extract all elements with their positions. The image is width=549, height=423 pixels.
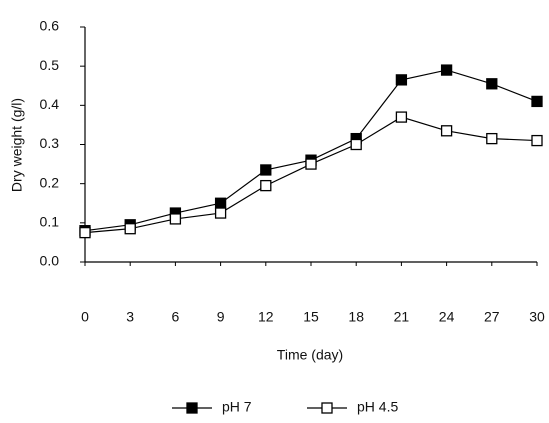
y-tick-label: 0.4 — [40, 96, 60, 112]
marker — [305, 158, 317, 170]
x-tick-label: 6 — [172, 309, 180, 325]
y-tick-label: 0.2 — [40, 174, 60, 190]
marker — [260, 179, 272, 192]
marker — [79, 226, 91, 239]
marker — [531, 134, 543, 147]
marker — [321, 402, 333, 414]
x-tick-label: 9 — [217, 309, 225, 325]
x-tick-label: 24 — [439, 309, 455, 325]
marker — [124, 223, 136, 235]
marker — [260, 164, 272, 176]
x-tick-label: 27 — [484, 309, 500, 325]
x-tick-label: 15 — [303, 309, 319, 325]
y-tick-label: 0.5 — [40, 57, 60, 73]
marker — [531, 95, 543, 108]
marker — [395, 74, 408, 86]
x-axis-title: Time (day) — [277, 347, 343, 363]
marker — [169, 213, 182, 225]
y-tick-label: 0.3 — [40, 135, 60, 151]
x-tick-label: 0 — [81, 309, 89, 325]
x-tick-label: 18 — [348, 309, 364, 325]
y-tick-label: 0.6 — [40, 18, 60, 34]
marker — [486, 132, 498, 145]
marker — [395, 111, 408, 123]
x-tick-label: 21 — [394, 309, 410, 325]
marker — [186, 402, 198, 414]
marker — [350, 138, 362, 151]
marker — [440, 125, 453, 137]
marker — [486, 78, 498, 90]
y-tick-label: 0.1 — [40, 214, 60, 230]
legend-label: pH 7 — [222, 399, 252, 415]
x-tick-label: 3 — [126, 309, 134, 325]
y-axis-title: Dry weight (g/l) — [9, 98, 25, 192]
marker — [214, 207, 227, 219]
y-tick-label: 0.0 — [40, 253, 60, 269]
marker — [440, 64, 453, 76]
marker — [214, 197, 227, 209]
series-line — [84, 69, 538, 232]
series-line — [84, 116, 538, 234]
x-tick-label: 30 — [529, 309, 545, 325]
legend-label: pH 4.5 — [357, 399, 398, 415]
x-tick-label: 12 — [258, 309, 274, 325]
